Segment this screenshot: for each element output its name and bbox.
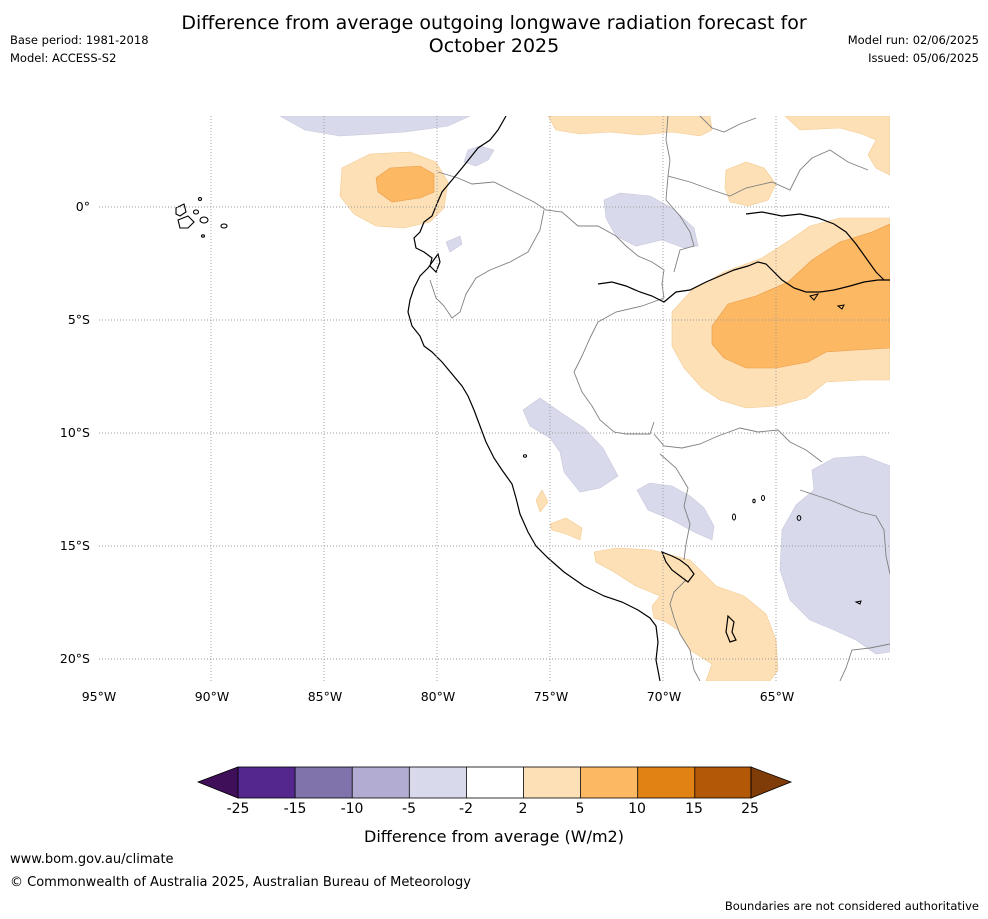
anomaly-patch — [549, 517, 583, 541]
anomaly-patch — [636, 482, 715, 541]
footer-boundary-note: Boundaries are not considered authoritat… — [724, 899, 979, 913]
boundary-line — [665, 175, 695, 273]
lat-label-5s: 5°S — [67, 312, 90, 327]
title-line-2: October 2025 — [428, 35, 560, 57]
lon-label-65w: 65°W — [759, 689, 795, 704]
colorbar-segment — [580, 767, 638, 798]
negative-anomaly-regions — [279, 116, 890, 655]
colorbar-tick: -5 — [402, 801, 416, 817]
boundary-line — [699, 116, 757, 133]
boundary-line — [665, 116, 869, 197]
colorbar-segment — [295, 767, 353, 798]
colorbar-tick: 10 — [628, 801, 646, 817]
model-label: Model: ACCESS-S2 — [10, 51, 117, 65]
lake — [732, 513, 736, 521]
anomaly-patch — [779, 455, 890, 655]
lon-label-80w: 80°W — [420, 689, 456, 704]
boundary-line — [437, 171, 665, 299]
island — [199, 216, 209, 224]
lake — [809, 293, 820, 301]
lake — [752, 498, 756, 504]
lat-label-20s: 20°S — [59, 651, 90, 666]
title-line-1: Difference from average outgoing longwav… — [181, 12, 807, 34]
boundary-line — [799, 489, 890, 575]
model-run-label: Model run: 02/06/2025 — [847, 33, 979, 47]
anomaly-patch — [724, 161, 777, 207]
lon-label-75w: 75°W — [533, 689, 569, 704]
lake — [836, 304, 845, 310]
boundary-line — [429, 209, 545, 319]
colorbar-segment — [523, 767, 581, 798]
anomaly-patch — [593, 547, 779, 681]
lon-label-95w: 95°W — [81, 689, 117, 704]
colorbar-segment — [352, 767, 410, 798]
anomaly-patch — [375, 165, 435, 203]
island — [177, 215, 195, 229]
colorbar-extend-high — [750, 766, 793, 799]
colorbar-segment — [466, 767, 524, 798]
lat-label-0: 0° — [75, 199, 90, 214]
colorbar-segment — [637, 767, 695, 798]
boundary-line — [669, 579, 701, 681]
country-boundaries — [429, 116, 890, 681]
anomaly-patch — [535, 489, 549, 513]
colorbar-tick: 5 — [575, 801, 585, 817]
coastline-south-america — [407, 116, 661, 681]
colorbar-outline — [237, 766, 752, 799]
colorbar-segment — [409, 767, 467, 798]
island — [192, 209, 200, 215]
anomaly-patch — [784, 116, 890, 176]
base-period-label: Base period: 1981-2018 — [10, 33, 149, 47]
colorbar — [196, 766, 793, 799]
gridlines — [99, 116, 890, 681]
chart-title: Difference from average outgoing longwav… — [0, 12, 988, 58]
colorbar-segment — [694, 767, 751, 798]
colorbar-tick: -10 — [340, 801, 364, 817]
island — [220, 223, 228, 229]
anomaly-patch — [547, 116, 713, 137]
lon-label-90w: 90°W — [194, 689, 230, 704]
lake — [796, 515, 802, 521]
footer-url: www.bom.gov.au/climate — [10, 852, 174, 867]
amazon-river — [597, 261, 890, 303]
colorbar-tick: -2 — [459, 801, 473, 817]
anomaly-patch — [445, 235, 463, 253]
island — [200, 234, 206, 238]
strong-positive-anomaly-regions — [375, 165, 890, 369]
galapagos-islands — [175, 196, 228, 238]
colorbar-tick: -25 — [226, 801, 250, 817]
lake — [854, 600, 862, 605]
river-tributary — [745, 211, 885, 281]
colorbar-tick: 15 — [685, 801, 703, 817]
anomaly-patch — [279, 116, 471, 137]
map-plot-area — [99, 116, 890, 681]
boundary-line — [573, 297, 665, 435]
small-lakes — [522, 293, 862, 605]
lake-poopo — [725, 614, 737, 643]
lon-label-85w: 85°W — [307, 689, 343, 704]
colorbar-segment — [238, 767, 296, 798]
colorbar-extend-low — [196, 766, 239, 799]
lon-label-70w: 70°W — [646, 689, 682, 704]
island — [197, 196, 203, 202]
boundary-line — [653, 427, 823, 463]
colorbar-tick: -15 — [283, 801, 307, 817]
lake-titicaca — [660, 550, 695, 583]
boundary-line — [659, 453, 691, 561]
lake — [522, 454, 528, 458]
colorbar-title: Difference from average (W/m2) — [364, 827, 624, 846]
island — [175, 203, 187, 217]
footer-copyright: © Commonwealth of Australia 2025, Austra… — [10, 875, 471, 890]
anomaly-patch — [711, 223, 890, 369]
lake — [761, 495, 765, 501]
issued-label: Issued: 05/06/2025 — [868, 51, 979, 65]
lat-label-15s: 15°S — [59, 538, 90, 553]
lat-label-10s: 10°S — [59, 425, 90, 440]
colorbar-tick: 2 — [518, 801, 528, 817]
coastlines — [407, 116, 890, 681]
colorbar-tick: 25 — [741, 801, 759, 817]
boundary-line — [839, 643, 890, 681]
